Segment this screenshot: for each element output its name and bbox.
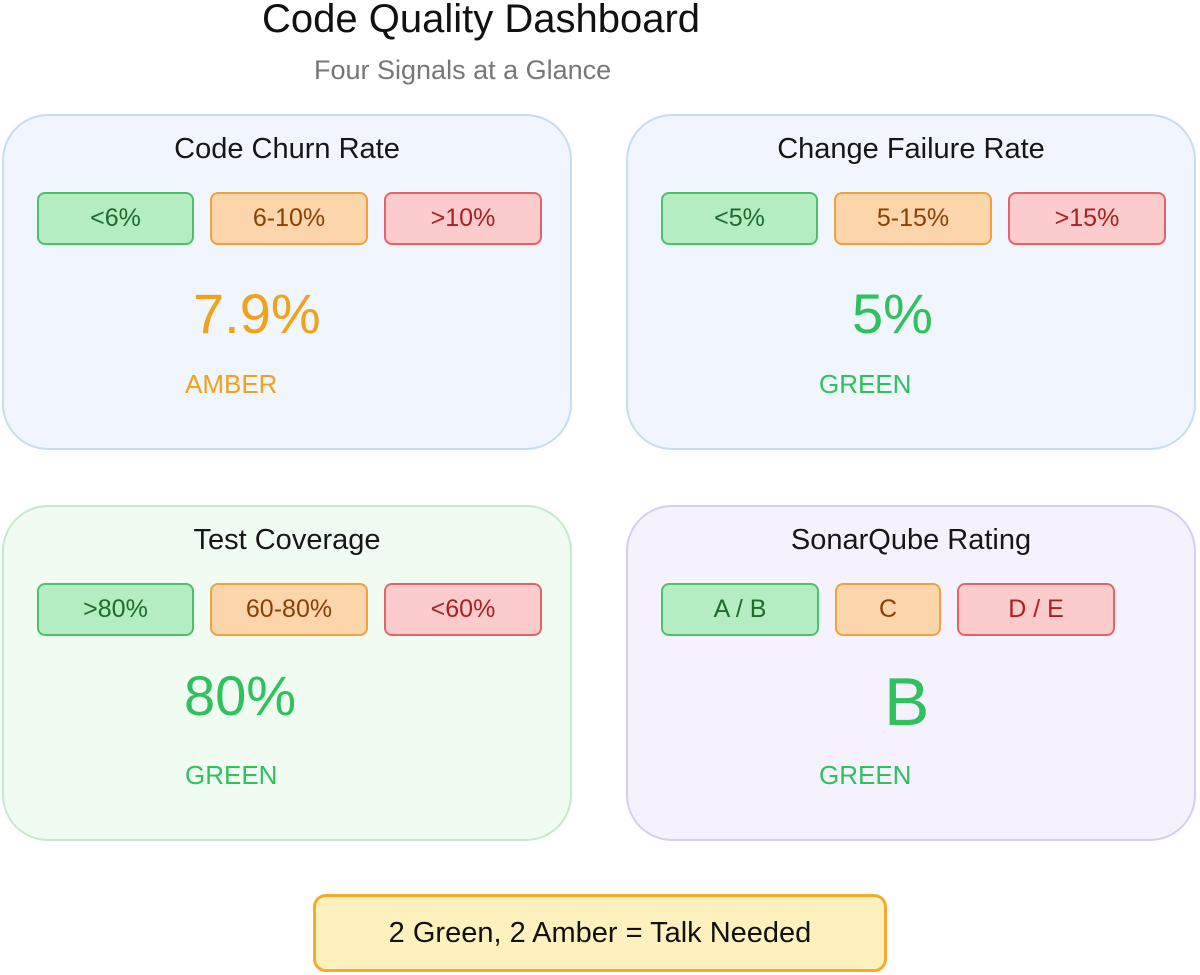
threshold-red-chip: >10% [384,192,542,245]
threshold-amber-chip: C [835,583,941,636]
threshold-red-chip: <60% [384,583,542,636]
status-label: AMBER [185,369,278,399]
status-label: GREEN [819,760,912,790]
threshold-green-chip: >80% [37,583,194,636]
metric-value: B [884,664,930,740]
metric-value: 80% [184,664,297,727]
dashboard-title: Code Quality Dashboard [262,0,701,41]
threshold-green-chip: <5% [661,192,818,245]
threshold-red-chip: >15% [1008,192,1166,245]
status-label: GREEN [185,760,278,790]
threshold-green-chip: <6% [37,192,194,245]
card-title: Change Failure Rate [777,133,1045,165]
card-sonarqube-rating: SonarQube Rating A / B C D / E B GREEN [626,505,1196,841]
summary-callout: 2 Green, 2 Amber = Talk Needed [313,894,887,972]
metric-value: 7.9% [193,282,321,345]
threshold-amber-chip: 6-10% [210,192,368,245]
threshold-red-chip: D / E [957,583,1115,636]
card-title: Test Coverage [193,524,381,556]
dashboard-subtitle: Four Signals at a Glance [314,55,612,85]
threshold-amber-chip: 5-15% [834,192,992,245]
threshold-green-chip: A / B [661,583,819,636]
card-title: Code Churn Rate [174,133,400,165]
card-test-coverage: Test Coverage >80% 60-80% <60% 80% GREEN [2,505,572,841]
threshold-amber-chip: 60-80% [210,583,368,636]
card-code-churn-rate: Code Churn Rate <6% 6-10% >10% 7.9% AMBE… [2,114,572,450]
metric-value: 5% [852,282,933,345]
status-label: GREEN [819,369,912,399]
card-change-failure-rate: Change Failure Rate <5% 5-15% >15% 5% GR… [626,114,1196,450]
card-title: SonarQube Rating [790,524,1032,556]
